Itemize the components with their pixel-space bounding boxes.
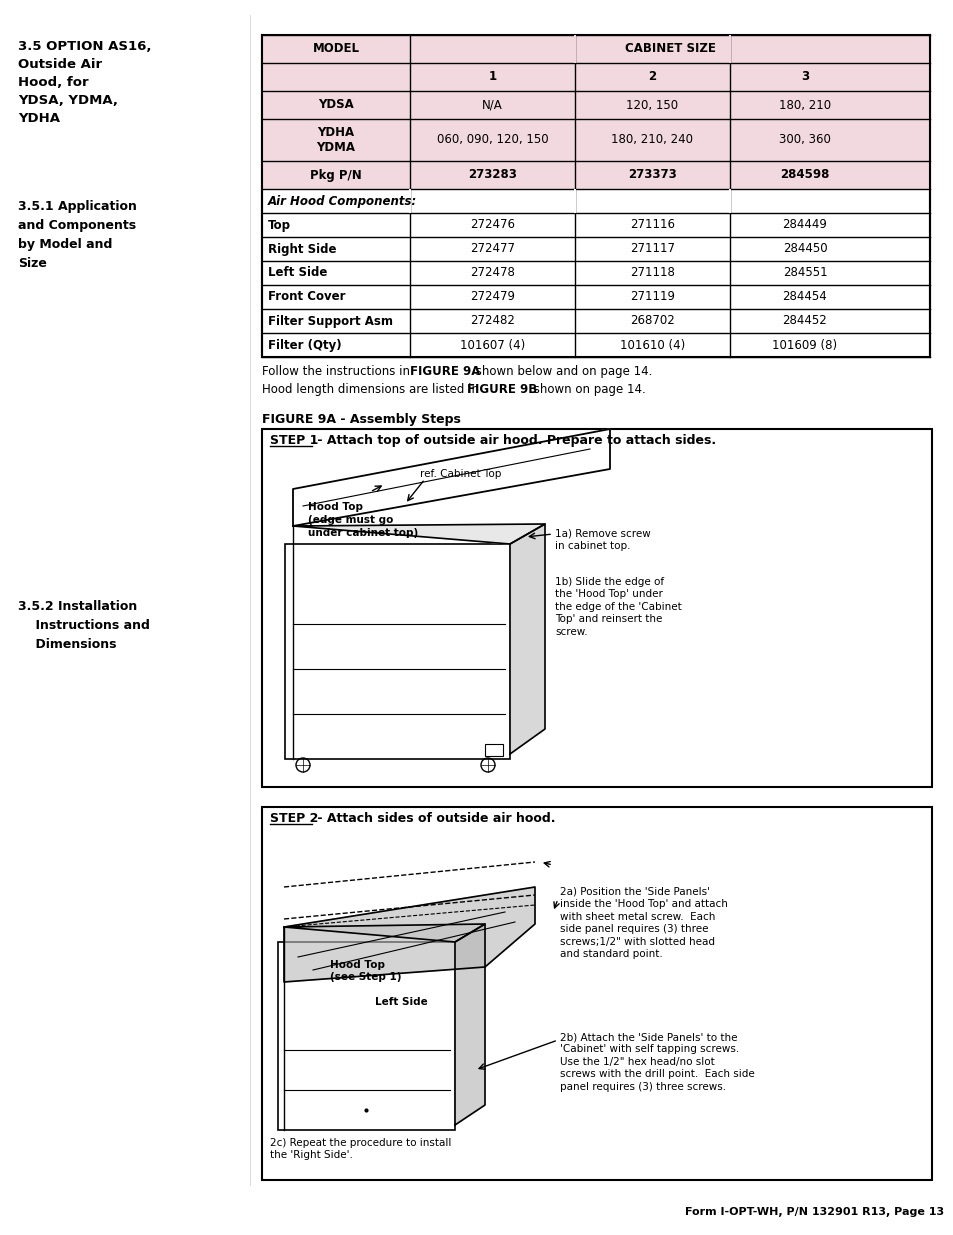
Bar xyxy=(262,35,929,357)
Polygon shape xyxy=(293,524,544,543)
Text: 284452: 284452 xyxy=(781,315,826,327)
Text: 271116: 271116 xyxy=(629,219,675,231)
Text: 3.5 OPTION AS16,
Outside Air
Hood, for
YDSA, YDMA,
YDHA: 3.5 OPTION AS16, Outside Air Hood, for Y… xyxy=(18,40,152,125)
Text: ref. Cabinet Top: ref. Cabinet Top xyxy=(419,469,501,479)
Text: 3.5.1 Application
and Components
by Model and
Size: 3.5.1 Application and Components by Mode… xyxy=(18,200,136,270)
Text: STEP 1: STEP 1 xyxy=(270,433,318,447)
Text: 284449: 284449 xyxy=(781,219,826,231)
Bar xyxy=(574,35,576,63)
Text: FIGURE 9A: FIGURE 9A xyxy=(410,366,480,378)
Text: 1a) Remove screw
in cabinet top.: 1a) Remove screw in cabinet top. xyxy=(555,529,650,551)
Text: 271118: 271118 xyxy=(629,267,674,279)
Text: 273373: 273373 xyxy=(627,168,677,182)
Text: 180, 210, 240: 180, 210, 240 xyxy=(611,133,693,147)
Bar xyxy=(574,189,576,212)
Text: Hood length dimensions are listed in: Hood length dimensions are listed in xyxy=(262,383,482,396)
Text: 2c) Repeat the procedure to install
the 'Right Side'.: 2c) Repeat the procedure to install the … xyxy=(270,1137,451,1161)
Bar xyxy=(262,35,929,63)
Text: 101610 (4): 101610 (4) xyxy=(619,338,684,352)
Text: 272482: 272482 xyxy=(470,315,515,327)
Text: 284551: 284551 xyxy=(781,267,826,279)
Polygon shape xyxy=(455,924,484,1125)
Text: 101607 (4): 101607 (4) xyxy=(459,338,524,352)
Text: Pkg P/N: Pkg P/N xyxy=(310,168,361,182)
Text: 3.5.2 Installation
    Instructions and
    Dimensions: 3.5.2 Installation Instructions and Dime… xyxy=(18,600,150,651)
Text: 2a) Position the 'Side Panels'
inside the 'Hood Top' and attach
with sheet metal: 2a) Position the 'Side Panels' inside th… xyxy=(559,887,727,960)
Text: CABINET SIZE: CABINET SIZE xyxy=(624,42,715,56)
Text: Left Side: Left Side xyxy=(268,267,327,279)
Text: 284454: 284454 xyxy=(781,290,826,304)
Text: N/A: N/A xyxy=(481,99,502,111)
Bar xyxy=(262,63,929,91)
Text: 1: 1 xyxy=(488,70,497,84)
Text: 272478: 272478 xyxy=(470,267,515,279)
Bar xyxy=(285,543,510,760)
Text: 271119: 271119 xyxy=(629,290,675,304)
Text: 180, 210: 180, 210 xyxy=(778,99,830,111)
Text: 101609 (8): 101609 (8) xyxy=(772,338,837,352)
Text: - Attach top of outside air hood. Prepare to attach sides.: - Attach top of outside air hood. Prepar… xyxy=(313,433,716,447)
Text: Top: Top xyxy=(268,219,291,231)
Text: 2b) Attach the 'Side Panels' to the
'Cabinet' with self tapping screws.
Use the : 2b) Attach the 'Side Panels' to the 'Cab… xyxy=(559,1032,754,1092)
Text: YDHA
YDMA: YDHA YDMA xyxy=(316,126,355,154)
Text: 272479: 272479 xyxy=(470,290,515,304)
Polygon shape xyxy=(284,887,535,982)
Text: 1b) Slide the edge of
the 'Hood Top' under
the edge of the 'Cabinet
Top' and rei: 1b) Slide the edge of the 'Hood Top' und… xyxy=(555,577,681,636)
Text: 272476: 272476 xyxy=(470,219,515,231)
Text: Hood Top
(see Step 1): Hood Top (see Step 1) xyxy=(330,960,401,982)
Text: 272477: 272477 xyxy=(470,242,515,256)
Text: - Attach sides of outside air hood.: - Attach sides of outside air hood. xyxy=(313,811,555,825)
Text: 273283: 273283 xyxy=(468,168,517,182)
Bar xyxy=(262,161,929,189)
Bar xyxy=(277,942,455,1130)
Text: Filter Support Asm: Filter Support Asm xyxy=(268,315,393,327)
Polygon shape xyxy=(293,429,609,526)
Text: 120, 150: 120, 150 xyxy=(626,99,678,111)
Text: Filter (Qty): Filter (Qty) xyxy=(268,338,341,352)
Text: shown below and on page 14.: shown below and on page 14. xyxy=(472,366,652,378)
Text: 060, 090, 120, 150: 060, 090, 120, 150 xyxy=(436,133,548,147)
Text: 271117: 271117 xyxy=(629,242,675,256)
Text: Right Side: Right Side xyxy=(268,242,336,256)
Bar xyxy=(262,429,931,787)
Text: 284598: 284598 xyxy=(780,168,829,182)
Bar xyxy=(484,743,502,756)
Text: STEP 2: STEP 2 xyxy=(270,811,318,825)
Text: Air Hood Components:: Air Hood Components: xyxy=(268,194,416,207)
Polygon shape xyxy=(284,924,484,942)
Text: Left Side: Left Side xyxy=(375,997,427,1007)
Text: FIGURE 9A - Assembly Steps: FIGURE 9A - Assembly Steps xyxy=(262,412,460,426)
Text: shown on page 14.: shown on page 14. xyxy=(530,383,645,396)
Text: 2: 2 xyxy=(648,70,656,84)
Bar xyxy=(262,806,931,1179)
Text: YDSA: YDSA xyxy=(317,99,354,111)
Bar xyxy=(728,189,730,212)
Bar xyxy=(262,119,929,161)
Text: 268702: 268702 xyxy=(630,315,674,327)
Text: 3: 3 xyxy=(801,70,808,84)
Text: MODEL: MODEL xyxy=(313,42,359,56)
Bar xyxy=(262,91,929,119)
Text: 300, 360: 300, 360 xyxy=(779,133,830,147)
Text: Hood Top
(edge must go
under cabinet top): Hood Top (edge must go under cabinet top… xyxy=(308,501,417,538)
Text: FIGURE 9B: FIGURE 9B xyxy=(467,383,537,396)
Text: Follow the instructions in: Follow the instructions in xyxy=(262,366,414,378)
Polygon shape xyxy=(510,524,544,755)
Text: Front Cover: Front Cover xyxy=(268,290,345,304)
Bar xyxy=(409,189,411,212)
Text: Form I-OPT-WH, P/N 132901 R13, Page 13: Form I-OPT-WH, P/N 132901 R13, Page 13 xyxy=(684,1207,943,1216)
Bar xyxy=(728,35,730,63)
Text: 284450: 284450 xyxy=(781,242,826,256)
